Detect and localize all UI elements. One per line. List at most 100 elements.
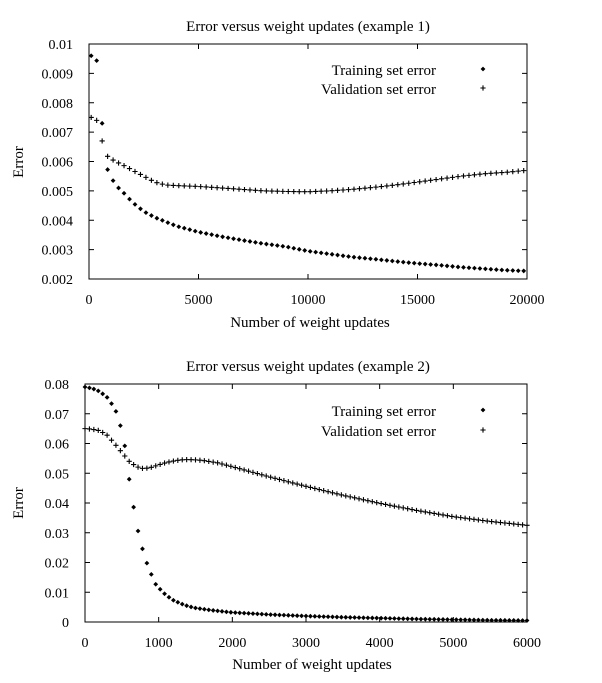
data-point [405, 616, 411, 622]
chart-1-legend-marker-validation [480, 85, 486, 91]
data-point [389, 182, 395, 188]
data-point [302, 248, 308, 253]
data-point [148, 177, 155, 183]
data-point [458, 617, 464, 623]
data-point [176, 224, 182, 230]
data-point [422, 616, 428, 622]
data-point [444, 263, 450, 269]
data-point [313, 249, 319, 255]
data-point [179, 601, 185, 607]
data-point [389, 258, 395, 264]
data-point [263, 473, 269, 479]
data-point [438, 176, 445, 182]
data-point [384, 258, 390, 263]
data-point [228, 609, 234, 615]
data-point [519, 522, 526, 528]
data-point [94, 117, 100, 123]
data-point [374, 615, 380, 621]
data-point [436, 616, 441, 622]
data-point [242, 238, 247, 243]
data-point [170, 182, 176, 189]
data-point [482, 266, 488, 272]
data-point [210, 459, 216, 465]
data-point [87, 385, 92, 391]
data-point [143, 174, 149, 180]
data-point [466, 516, 473, 522]
data-point [144, 560, 150, 566]
data-point [198, 184, 204, 190]
y-tick-label: 0.08 [45, 378, 70, 393]
chart-1: Error versus weight updates (example 1) … [11, 19, 545, 331]
data-point [433, 262, 439, 268]
data-point [148, 464, 154, 470]
data-point [263, 241, 269, 247]
data-point [303, 483, 309, 489]
data-point [480, 617, 486, 623]
x-tick-label: 10000 [291, 293, 326, 308]
data-point [455, 174, 461, 180]
x-tick-label: 4000 [366, 636, 394, 651]
data-point [122, 453, 128, 459]
data-point [439, 262, 444, 268]
data-point [175, 599, 181, 605]
data-point [109, 401, 114, 407]
data-point [515, 168, 521, 174]
data-point [86, 426, 93, 432]
data-point [498, 617, 503, 623]
y-tick-label: 0.009 [42, 67, 74, 82]
data-point [471, 617, 477, 623]
data-point [230, 186, 237, 192]
data-point [329, 188, 335, 194]
series-training-set-error [82, 384, 530, 623]
data-point [259, 472, 265, 478]
data-point [165, 182, 171, 188]
data-point [466, 172, 472, 178]
data-point [411, 179, 417, 186]
data-point [153, 581, 159, 587]
data-point [409, 616, 415, 622]
data-point [110, 178, 116, 183]
data-point [313, 188, 319, 195]
x-tick-label: 3000 [292, 636, 320, 651]
x-tick-label: 2000 [218, 636, 246, 651]
data-point [285, 612, 291, 618]
data-point [382, 501, 389, 508]
data-point [302, 189, 308, 195]
data-point [187, 227, 193, 233]
data-point [475, 517, 481, 523]
legend-marker-diamond-icon [480, 407, 486, 413]
data-point [324, 188, 330, 194]
data-point [281, 612, 287, 618]
data-point [400, 259, 406, 265]
data-point [467, 617, 472, 623]
data-point [166, 594, 172, 600]
data-point [475, 617, 481, 623]
data-point [343, 614, 349, 620]
chart-1-y-axis: 0.002 0.003 0.004 0.005 0.006 0.007 0.008 0.009… [42, 38, 527, 288]
data-point [449, 174, 456, 180]
data-point [484, 617, 490, 623]
data-point [280, 243, 286, 249]
data-point [154, 215, 160, 221]
data-point [440, 617, 446, 622]
data-point [296, 246, 302, 252]
data-point [236, 186, 242, 192]
chart-2-title: Error versus weight updates (example 2) [186, 359, 430, 375]
data-point [144, 465, 150, 471]
data-point [206, 458, 212, 465]
data-point [166, 459, 172, 465]
data-point [325, 489, 331, 495]
data-point [462, 515, 468, 521]
data-point [181, 225, 187, 231]
chart-1-x-axis-label: Number of weight updates [230, 315, 390, 331]
data-point [276, 476, 283, 483]
data-point [269, 242, 275, 248]
data-point [290, 480, 296, 486]
data-point [219, 461, 225, 467]
data-point [510, 169, 516, 175]
data-point [360, 497, 367, 503]
data-point [489, 519, 495, 525]
data-point [258, 188, 264, 194]
data-point [400, 181, 406, 187]
